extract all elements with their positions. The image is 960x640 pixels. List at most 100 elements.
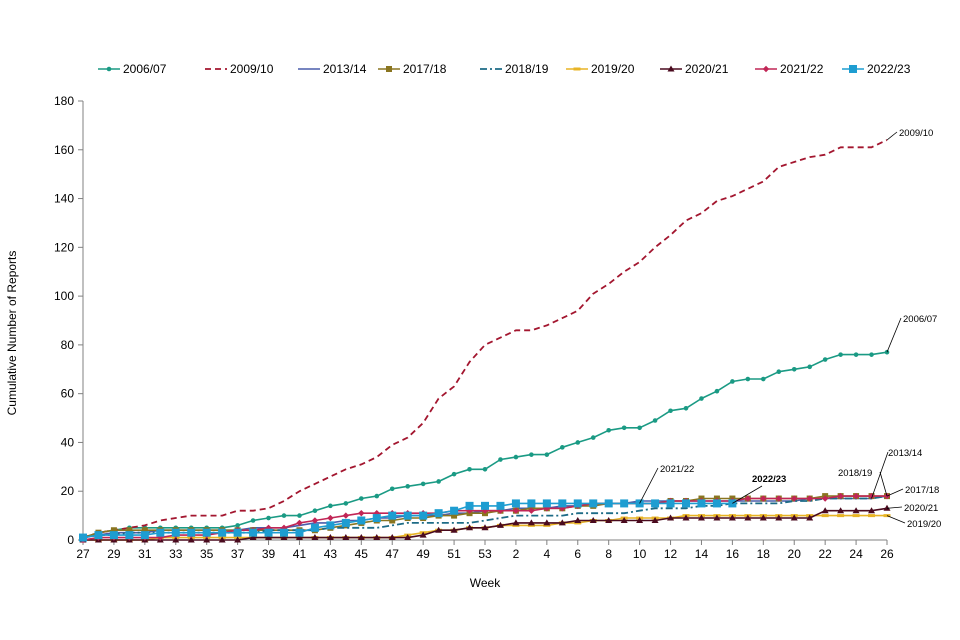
- x-tick-label: 37: [231, 547, 245, 561]
- data-point-2022-23: [620, 499, 629, 508]
- end-label-text-2013-14: 2013/14: [888, 448, 922, 459]
- series-2009-10: [82, 139, 888, 539]
- data-point-2020-21: [558, 519, 566, 526]
- data-point-2006-07: [482, 466, 488, 472]
- data-point-2006-07: [328, 503, 333, 509]
- y-tick-label: 180: [54, 94, 74, 108]
- data-point-2022-23: [682, 499, 690, 508]
- data-point-2020-21: [496, 521, 504, 528]
- data-point-2022-23: [79, 533, 87, 542]
- y-tick-label: 100: [54, 289, 74, 303]
- data-point-2006-07: [590, 435, 596, 440]
- data-point-2022-23: [341, 518, 350, 527]
- data-point-2020-21: [172, 536, 180, 543]
- data-point-2021-22: [296, 519, 303, 527]
- data-point-2006-07: [467, 466, 472, 472]
- data-point-2022-23: [187, 528, 196, 537]
- end-label-2021-22: 2021/22: [639, 464, 694, 504]
- legend-item-2021-22: 2021/22: [755, 62, 824, 76]
- data-point-2022-23: [388, 511, 397, 520]
- data-point-2022-23: [666, 499, 675, 508]
- x-tick-label: 31: [138, 547, 152, 561]
- data-point-2022-23: [542, 499, 551, 508]
- data-point-2020-21: [759, 514, 767, 521]
- data-point-2022-23: [171, 528, 180, 537]
- legend-marker-2017-18: [386, 66, 392, 72]
- data-point-2021-22: [852, 492, 860, 500]
- data-point-2020-21: [466, 524, 474, 531]
- series-2022-23: [79, 499, 737, 542]
- data-point-2020-21: [744, 514, 752, 521]
- data-point-2020-21: [620, 516, 628, 523]
- x-tick-label: 27: [76, 547, 90, 561]
- end-label-text-2017-18: 2017/18: [905, 485, 939, 496]
- data-point-2020-21: [435, 526, 443, 533]
- data-point-2006-07: [544, 452, 550, 457]
- data-point-2021-22: [358, 509, 365, 517]
- data-point-2006-07: [745, 376, 751, 382]
- data-point-2020-21: [790, 514, 798, 521]
- legend-item-2013-14: 2013/14: [298, 62, 367, 76]
- data-point-2020-21: [682, 514, 690, 521]
- end-label-leader-2006-07: [886, 317, 902, 353]
- x-axis-title: Week: [470, 576, 501, 590]
- data-point-2021-22: [760, 495, 767, 502]
- data-point-2017-18: [110, 527, 117, 534]
- x-tick-label: 51: [447, 547, 461, 561]
- legend-marker-2006-07: [106, 66, 112, 72]
- end-label-text-2021-22: 2021/22: [660, 464, 694, 475]
- data-point-2020-21: [187, 536, 195, 543]
- data-point-2021-22: [744, 495, 752, 502]
- x-tick-label: 22: [818, 547, 832, 561]
- end-label-text-2018-19: 2018/19: [838, 468, 872, 479]
- series-line-2009-10: [82, 139, 888, 539]
- x-tick-label: 16: [726, 547, 740, 561]
- data-point-2020-21: [543, 519, 551, 526]
- data-point-2006-07: [822, 357, 828, 362]
- data-point-2006-07: [776, 369, 782, 375]
- legend-label-2009-10: 2009/10: [230, 62, 274, 76]
- data-point-2019-20: [837, 514, 845, 518]
- data-point-2022-23: [419, 511, 428, 520]
- data-point-2022-23: [527, 499, 536, 508]
- data-point-2006-07: [606, 427, 611, 433]
- data-point-2020-21: [342, 534, 350, 541]
- data-point-2006-07: [575, 440, 581, 445]
- end-label-2018-19: 2018/19: [838, 468, 888, 497]
- x-tick-label: 10: [633, 547, 647, 561]
- data-point-2022-23: [712, 499, 721, 508]
- data-point-2021-22: [837, 492, 844, 500]
- end-label-text-2006-07: 2006/07: [903, 314, 937, 325]
- data-point-2006-07: [389, 486, 395, 492]
- x-tick-label: 39: [262, 547, 276, 561]
- x-tick-label: 49: [416, 547, 430, 561]
- end-label-2009-10: 2009/10: [886, 128, 933, 141]
- end-label-2013-14: 2013/14: [871, 448, 922, 499]
- data-point-2022-23: [372, 514, 381, 523]
- data-point-2006-07: [652, 418, 658, 423]
- data-point-2017-18: [389, 517, 396, 524]
- data-point-2020-21: [295, 534, 303, 541]
- data-point-2022-23: [357, 516, 366, 525]
- data-point-2022-23: [202, 528, 211, 537]
- data-point-2021-22: [821, 495, 829, 502]
- data-point-2006-07: [761, 376, 766, 382]
- end-labels: 2006/07 2009/10 2013/14 2017/18 2018/19 2019/…: [639, 128, 941, 530]
- end-label-text-2009-10: 2009/10: [899, 128, 933, 139]
- data-point-2006-07: [513, 454, 519, 460]
- data-point-2022-23: [465, 501, 474, 510]
- data-point-2006-07: [699, 396, 704, 401]
- end-label-leader-2017-18: [886, 488, 904, 497]
- data-point-2020-21: [404, 534, 412, 541]
- data-point-2022-23: [218, 528, 227, 537]
- legend-label-2022-23: 2022/23: [867, 62, 911, 76]
- data-point-2020-21: [527, 519, 535, 526]
- data-point-2020-21: [775, 514, 783, 521]
- data-point-2020-21: [852, 507, 860, 514]
- data-point-2006-07: [560, 445, 565, 450]
- data-point-2022-23: [249, 528, 258, 537]
- data-point-2017-18: [126, 527, 133, 534]
- legend-item-2020-21: 2020/21: [660, 62, 729, 76]
- legend-marker-2020-21: [667, 65, 675, 72]
